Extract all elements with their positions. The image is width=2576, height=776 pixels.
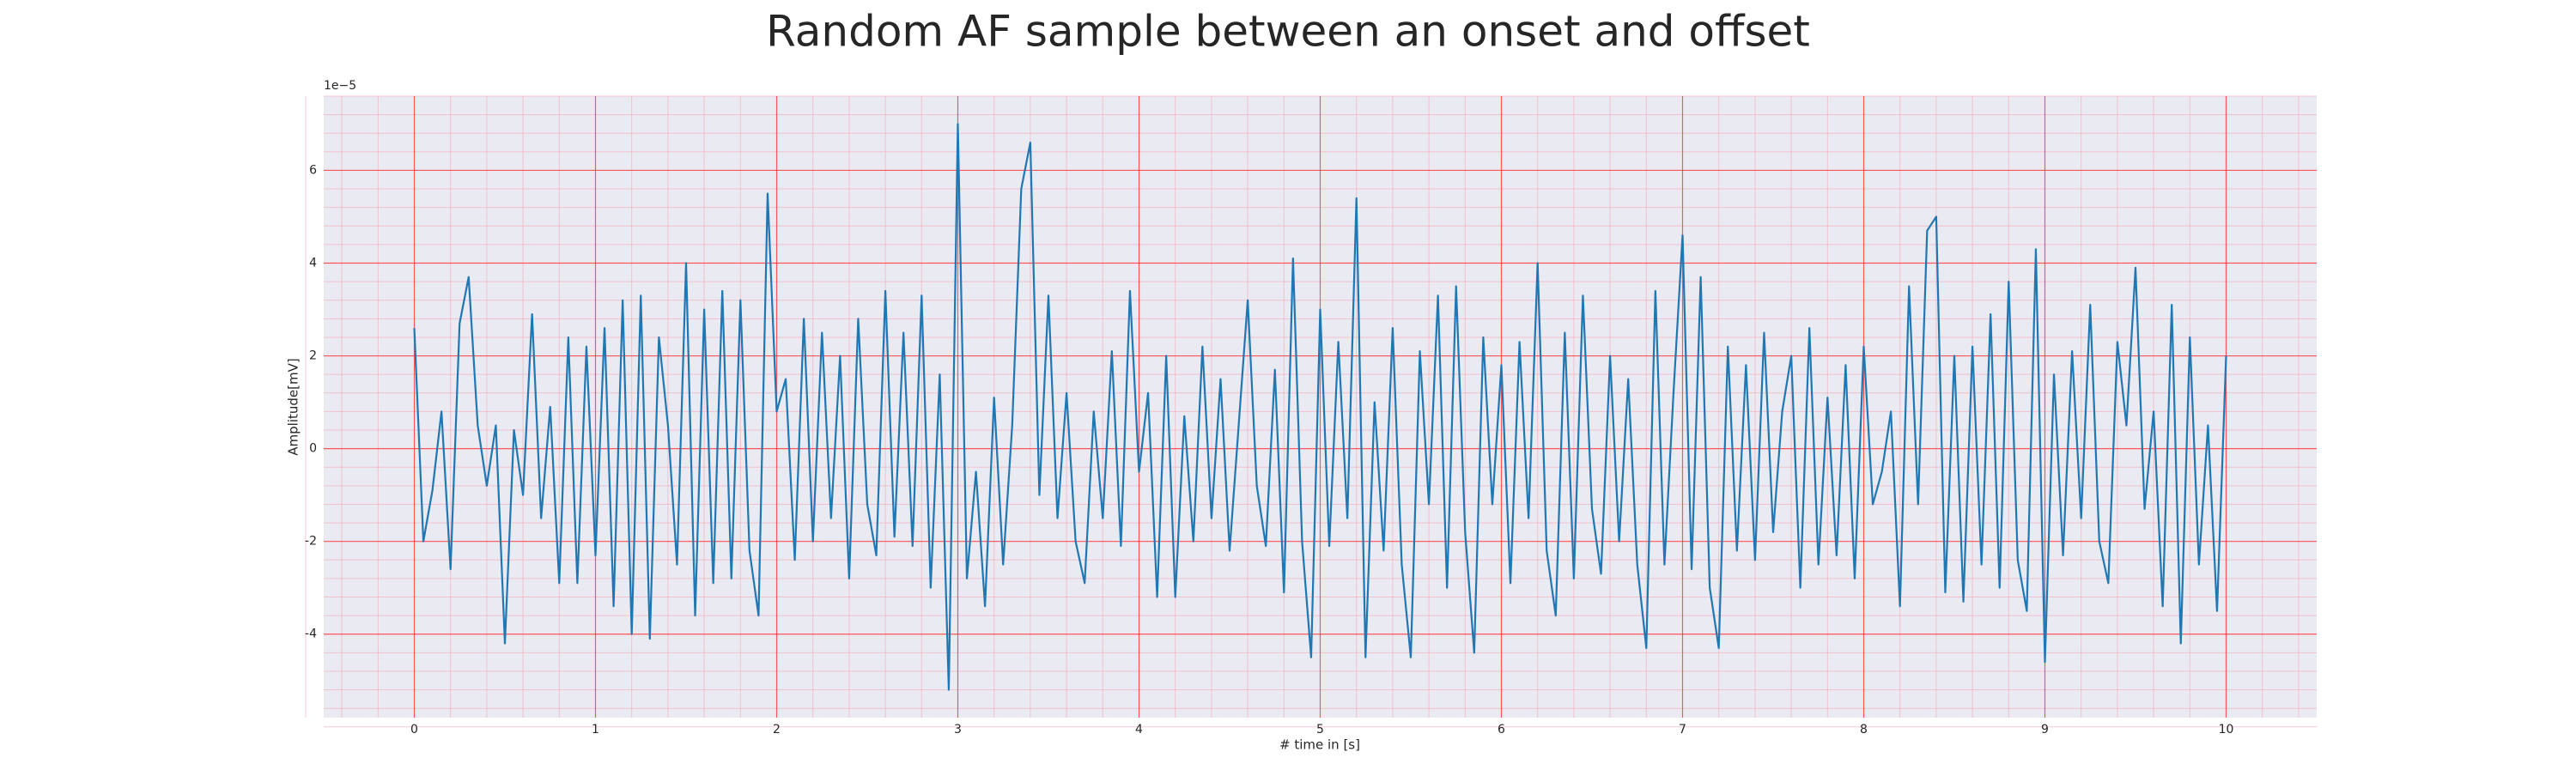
x-axis-label: # time in [s] [1279, 737, 1360, 753]
y-tick-label: 4 [309, 257, 317, 270]
x-tick-label: 0 [410, 723, 418, 737]
y-tick-label: -4 [305, 627, 317, 641]
y-tick-label: 6 [309, 163, 317, 177]
x-tick-label: 3 [954, 723, 962, 737]
chart-title: Random AF sample between an onset and of… [766, 7, 1810, 57]
y-offset-label: 1e−5 [324, 79, 356, 93]
x-tick-label: 2 [773, 723, 781, 737]
x-tick-label: 4 [1135, 723, 1143, 737]
x-tick-label: 6 [1498, 723, 1505, 737]
data-line [413, 123, 2227, 691]
y-axis-label: Amplitude[mV] [286, 358, 301, 455]
y-tick-label: 2 [309, 349, 317, 363]
grid [305, 95, 2317, 728]
x-tick-label: 5 [1316, 723, 1324, 737]
x-tick-label: 7 [1679, 723, 1686, 737]
y-tick-label: -2 [305, 535, 317, 549]
x-tick-label: 9 [2041, 723, 2049, 737]
x-tick-label: 1 [592, 723, 599, 737]
x-tick-label: 8 [1860, 723, 1868, 737]
y-tick-label: 0 [309, 442, 317, 456]
x-tick-label: 10 [2219, 723, 2234, 737]
